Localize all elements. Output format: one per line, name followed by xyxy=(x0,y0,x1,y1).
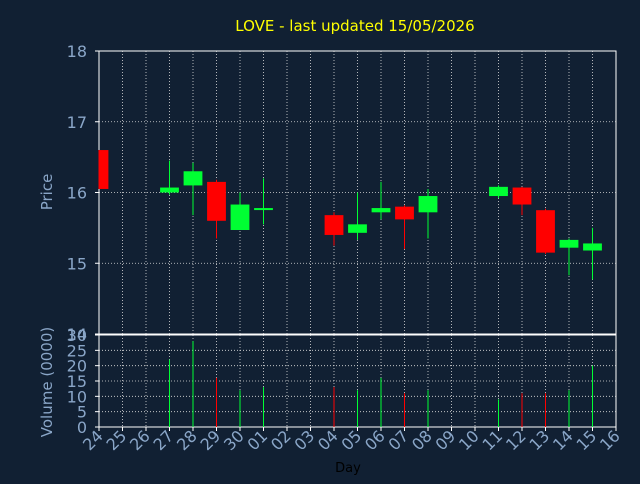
candle-body xyxy=(371,208,391,213)
candle-body xyxy=(207,181,226,221)
candle-body xyxy=(395,206,414,220)
x-axis-label: Day xyxy=(335,461,361,476)
candle-body xyxy=(583,243,602,251)
chart-title: LOVE - last updated 15/05/2026 xyxy=(235,17,474,35)
x-tick-label: 16 xyxy=(596,426,624,454)
volume-tick-label: 25 xyxy=(67,341,87,360)
candle-body xyxy=(230,204,250,230)
candle-body xyxy=(489,186,508,197)
volume-tick-label: 5 xyxy=(77,403,87,422)
price-tick-label: 17 xyxy=(67,113,87,132)
candle-body xyxy=(254,208,273,211)
candle-body xyxy=(324,215,344,235)
candle-body xyxy=(536,210,555,253)
volume-axis-label: Volume (0000) xyxy=(38,327,56,437)
candle-body xyxy=(418,196,438,213)
price-tick-label: 14 xyxy=(67,325,87,344)
candle-body xyxy=(559,239,579,248)
candle-body xyxy=(183,171,203,186)
candle-body xyxy=(99,150,109,189)
volume-tick-label: 10 xyxy=(67,387,87,406)
volume-tick-label: 20 xyxy=(67,357,87,376)
candle-body xyxy=(348,224,367,233)
price-tick-label: 15 xyxy=(67,254,87,273)
volume-tick-label: 15 xyxy=(67,372,87,391)
candle-body xyxy=(160,187,179,193)
price-axis-label: Price xyxy=(38,174,56,211)
candle-body xyxy=(512,187,532,205)
volume-tick-label: 30 xyxy=(67,326,87,345)
price-tick-label: 16 xyxy=(67,184,87,203)
price-tick-label: 18 xyxy=(67,42,87,61)
volume-tick-label: 0 xyxy=(77,418,87,437)
